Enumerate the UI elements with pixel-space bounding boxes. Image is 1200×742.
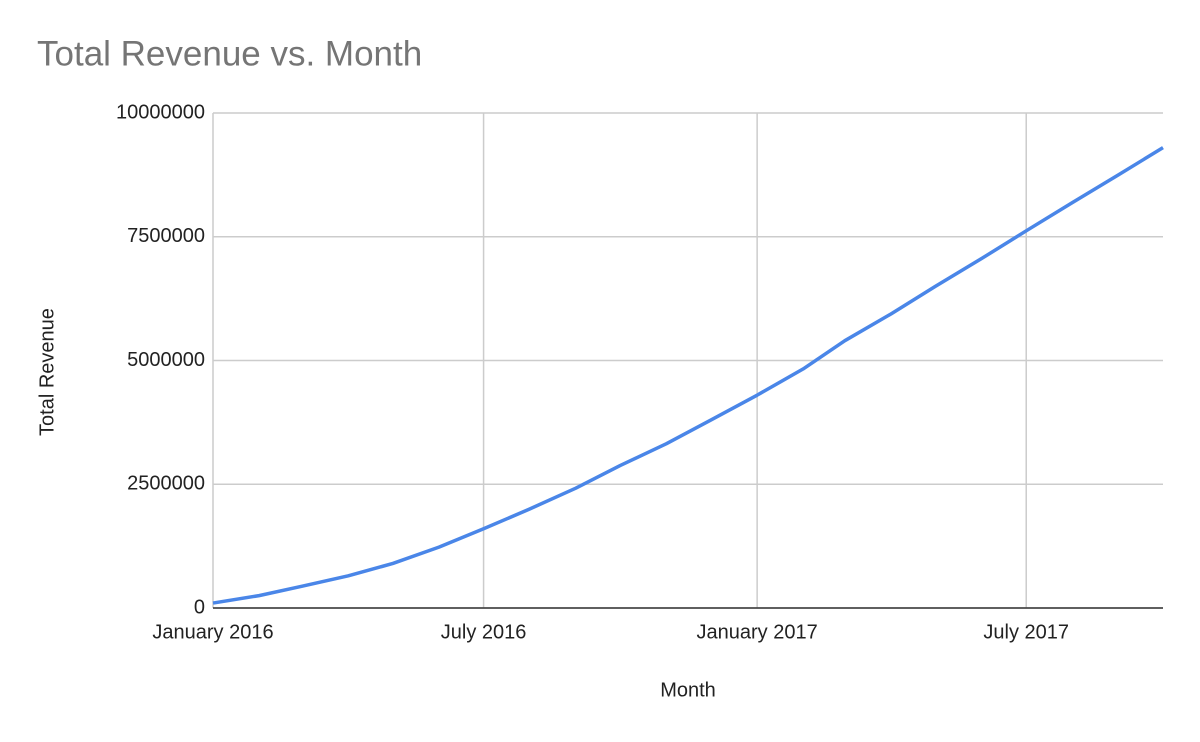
- y-tick-label: 10000000: [116, 101, 205, 123]
- x-tick-label: July 2016: [441, 621, 527, 643]
- x-tick-label: January 2017: [697, 621, 818, 643]
- y-tick-label: 7500000: [127, 225, 205, 247]
- chart-title: Total Revenue vs. Month: [37, 34, 422, 73]
- x-tick-label: January 2016: [152, 621, 273, 643]
- y-axis-label: Total Revenue: [36, 308, 58, 436]
- y-tick-label: 0: [194, 596, 205, 618]
- x-axis-label: Month: [660, 679, 716, 701]
- line-series: [212, 146, 1164, 605]
- y-tick-label: 5000000: [127, 349, 205, 371]
- y-tick-label: 2500000: [127, 473, 205, 495]
- x-tick-label: July 2017: [983, 621, 1069, 643]
